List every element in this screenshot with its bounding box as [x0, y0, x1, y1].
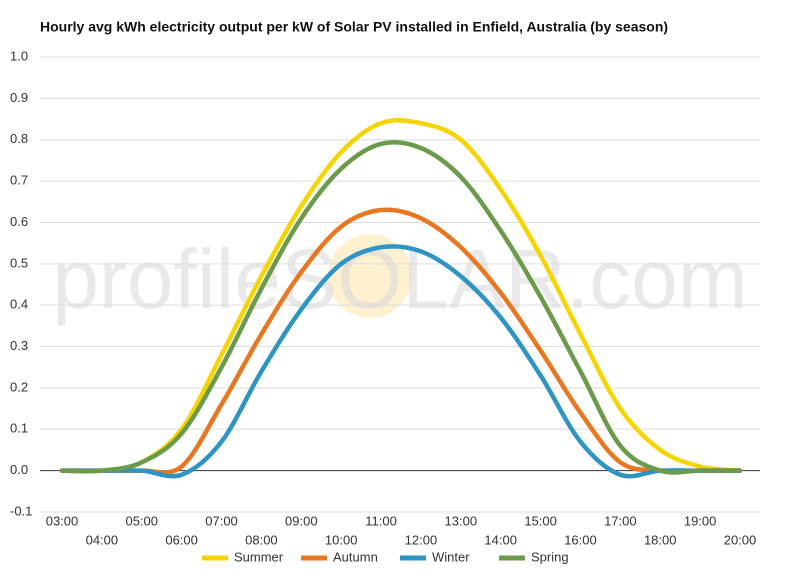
y-tick-label: 0.8	[10, 131, 28, 146]
x-tick-label: 14:00	[484, 532, 517, 547]
x-tick-label: 11:00	[365, 513, 397, 528]
x-tick-label: 12:00	[405, 532, 438, 547]
x-tick-label: 17:00	[604, 513, 637, 528]
y-tick-label: -0.1	[10, 503, 32, 518]
legend-label: Winter	[432, 549, 470, 564]
x-tick-label: 07:00	[205, 513, 238, 528]
x-tick-label: 16:00	[564, 532, 597, 547]
x-tick-label: 18:00	[644, 532, 677, 547]
series-line	[59, 244, 743, 479]
x-tick-label: 15:00	[524, 513, 557, 528]
y-tick-label: 0.5	[10, 255, 28, 270]
legend-label: Autumn	[333, 549, 378, 564]
y-tick-label: 0.2	[10, 379, 28, 394]
chart-title: Hourly avg kWh electricity output per kW…	[40, 19, 668, 35]
series-line	[59, 207, 743, 475]
x-tick-label: 10:00	[325, 532, 358, 547]
x-tick-label: 08:00	[245, 532, 278, 547]
y-tick-label: 0.0	[10, 462, 28, 477]
legend-label: Spring	[531, 549, 569, 564]
series-line	[59, 118, 743, 474]
x-tick-label: 19:00	[684, 513, 717, 528]
watermark-sun	[328, 234, 412, 318]
x-tick-label: 05:00	[125, 513, 158, 528]
y-tick-label: 0.9	[10, 90, 28, 105]
x-tick-label: 09:00	[285, 513, 318, 528]
x-tick-label: 20:00	[724, 532, 757, 547]
y-tick-label: 0.4	[10, 297, 28, 312]
legend-label: Summer	[234, 549, 284, 564]
y-tick-label: 0.6	[10, 214, 28, 229]
x-tick-label: 04:00	[86, 532, 119, 547]
y-tick-label: 1.0	[10, 48, 28, 63]
y-tick-label: 0.7	[10, 173, 28, 188]
series-line	[59, 139, 743, 475]
y-tick-label: 0.3	[10, 338, 28, 353]
x-tick-label: 13:00	[445, 513, 478, 528]
x-tick-label: 03:00	[46, 513, 79, 528]
y-tick-label: 0.1	[10, 421, 28, 436]
x-tick-label: 06:00	[165, 532, 198, 547]
